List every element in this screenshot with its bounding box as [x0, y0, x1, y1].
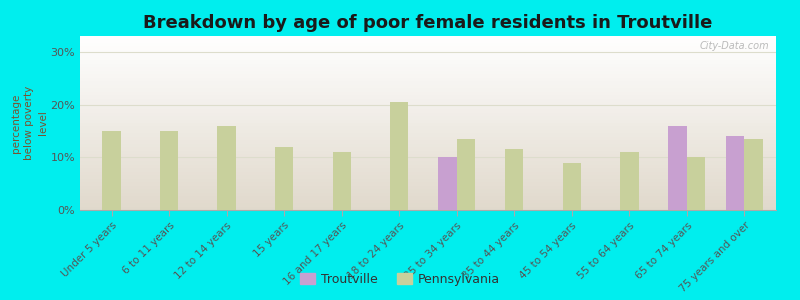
Bar	[80, 64, 776, 67]
Bar	[80, 60, 776, 64]
Bar	[80, 161, 776, 165]
Title: Breakdown by age of poor female residents in Troutville: Breakdown by age of poor female resident…	[143, 14, 713, 32]
Bar	[80, 85, 776, 88]
Bar	[80, 134, 776, 137]
Bar	[726, 136, 744, 210]
Bar	[80, 109, 776, 112]
Bar	[80, 67, 776, 71]
Bar	[80, 172, 776, 175]
Bar	[457, 139, 475, 210]
Bar	[80, 106, 776, 109]
Bar	[80, 179, 776, 182]
Bar	[218, 126, 236, 210]
Bar	[80, 200, 776, 203]
Bar	[80, 81, 776, 85]
Bar	[80, 102, 776, 106]
Bar	[80, 168, 776, 172]
Bar	[80, 57, 776, 60]
Bar	[80, 92, 776, 95]
Bar	[80, 203, 776, 206]
Bar	[80, 196, 776, 200]
Bar	[80, 40, 776, 43]
Bar	[80, 130, 776, 134]
Bar	[80, 53, 776, 57]
Bar	[80, 74, 776, 78]
Bar	[620, 152, 638, 210]
Bar	[80, 147, 776, 151]
Bar	[80, 112, 776, 116]
Bar	[80, 175, 776, 179]
Bar	[80, 158, 776, 161]
Bar	[80, 99, 776, 102]
Bar	[438, 157, 457, 210]
Bar	[80, 88, 776, 92]
Bar	[80, 78, 776, 81]
Bar	[669, 126, 687, 210]
Bar	[80, 206, 776, 210]
Bar	[80, 186, 776, 189]
Bar	[80, 123, 776, 127]
Bar	[505, 149, 523, 210]
Bar	[80, 182, 776, 186]
Bar	[80, 127, 776, 130]
Bar	[562, 163, 581, 210]
Bar	[80, 43, 776, 46]
Bar	[80, 140, 776, 144]
Bar	[80, 144, 776, 147]
Y-axis label: percentage
below poverty
level: percentage below poverty level	[11, 86, 48, 160]
Bar	[80, 165, 776, 168]
Bar	[102, 131, 121, 210]
Bar	[80, 151, 776, 154]
Bar	[80, 95, 776, 99]
Legend: Troutville, Pennsylvania: Troutville, Pennsylvania	[295, 268, 505, 291]
Bar	[80, 193, 776, 196]
Text: City-Data.com: City-Data.com	[699, 41, 769, 51]
Bar	[275, 147, 294, 210]
Bar	[80, 154, 776, 158]
Bar	[80, 137, 776, 140]
Bar	[744, 139, 762, 210]
Bar	[390, 102, 409, 210]
Bar	[333, 152, 351, 210]
Bar	[80, 119, 776, 123]
Bar	[80, 116, 776, 119]
Bar	[80, 46, 776, 50]
Bar	[80, 36, 776, 40]
Bar	[80, 71, 776, 74]
Bar	[160, 131, 178, 210]
Bar	[80, 189, 776, 193]
Bar	[80, 50, 776, 53]
Bar	[687, 157, 706, 210]
